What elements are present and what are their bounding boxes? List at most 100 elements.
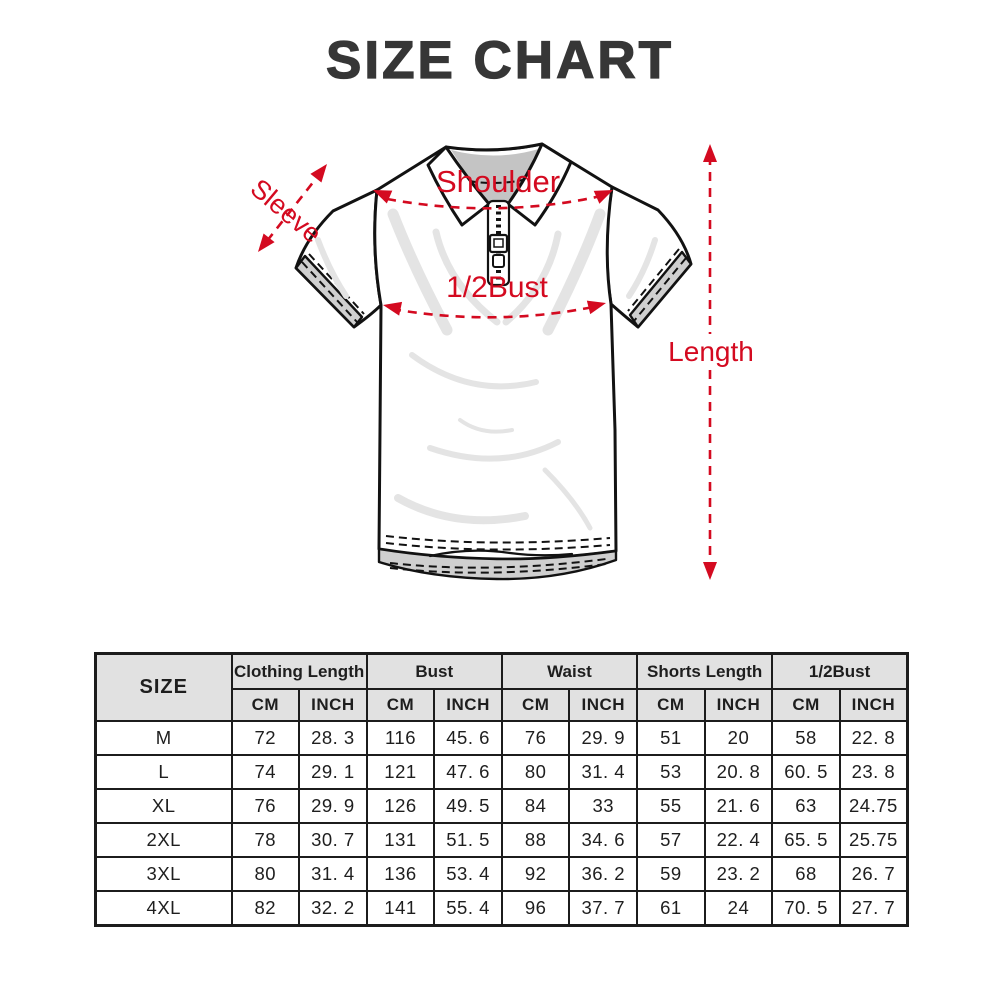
unit-header-inch: INCH [298, 688, 368, 722]
table-cell: 25.75 [838, 822, 909, 858]
sleeve-label: Sleeve [245, 173, 328, 249]
table-cell: 31. 4 [568, 754, 639, 790]
wrinkle [409, 352, 539, 390]
unit-header-inch: INCH [703, 688, 774, 722]
table-cell: 96 [500, 890, 571, 927]
table-cell: 136 [365, 856, 436, 892]
table-cell: 23. 2 [703, 856, 774, 892]
table-cell: 20 [703, 720, 774, 756]
wrinkle [315, 237, 349, 299]
zipper [486, 199, 511, 287]
table-cell: 36. 2 [568, 856, 639, 892]
table-cell: 27. 7 [838, 890, 909, 927]
table-row-l: L 74 29. 1 121 47. 6 80 31. 4 53 20. 8 6… [94, 754, 909, 790]
collar-right-leaf [506, 142, 573, 227]
group-header-waist: Waist [500, 652, 639, 690]
table-cell: 31. 4 [298, 856, 368, 892]
table-row-xl: XL 76 29. 9 126 49. 5 84 33 55 21. 6 63 … [94, 788, 909, 824]
table-cell: 26. 7 [838, 856, 909, 892]
table-cell: 49. 5 [433, 788, 503, 824]
table-cell: 84 [500, 788, 571, 824]
table-cell: 55. 4 [433, 890, 503, 927]
table-cell: 21. 6 [703, 788, 774, 824]
unit-header-inch: INCH [568, 688, 639, 722]
table-cell: 82 [230, 890, 301, 927]
table-cell: 51 [636, 720, 706, 756]
table-row-4xl: 4XL 82 32. 2 141 55. 4 96 37. 7 61 24 70… [94, 890, 909, 927]
table-cell: 29. 9 [568, 720, 639, 756]
table-cell: 37. 7 [568, 890, 639, 927]
table-cell: 76 [500, 720, 571, 756]
right-cuff-stitching [627, 248, 680, 312]
table-cell: 30. 7 [298, 822, 368, 858]
table-group-header-row: SIZE Clothing Length Bust Waist Shorts L… [94, 652, 909, 722]
table-cell: 23. 8 [838, 754, 909, 790]
table-cell: 47. 6 [433, 754, 503, 790]
table-cell: 24 [703, 890, 774, 927]
table-cell: 22. 8 [838, 720, 909, 756]
unit-header-cm: CM [500, 688, 571, 722]
unit-header-cm: CM [230, 688, 301, 722]
table-cell: 92 [500, 856, 571, 892]
table-cell: 74 [230, 754, 301, 790]
unit-header-inch: INCH [838, 688, 909, 722]
table-cell: 33 [568, 788, 639, 824]
size-cell: 2XL [94, 822, 233, 858]
size-cell: 3XL [94, 856, 233, 892]
table-cell: 80 [500, 754, 571, 790]
table-cell: 29. 1 [298, 754, 368, 790]
table-cell: 116 [365, 720, 436, 756]
table-cell: 34. 6 [568, 822, 639, 858]
table-cell: 76 [230, 788, 301, 824]
right-cuff-stitching [633, 257, 687, 322]
unit-header-cm: CM [365, 688, 436, 722]
wrinkle [542, 467, 593, 531]
table-cell: 88 [500, 822, 571, 858]
wrinkle [502, 230, 562, 326]
hem-stitching [385, 535, 611, 544]
size-column-header: SIZE [94, 652, 233, 722]
hem-band-stitching [389, 558, 607, 569]
hem-stitching [385, 542, 611, 551]
wrinkle [542, 208, 606, 336]
table-cell: 65. 5 [771, 822, 841, 858]
wrinkle [458, 418, 514, 434]
unit-header-inch: INCH [433, 688, 503, 722]
zipper-pull [492, 254, 505, 268]
zipper-slider-detail [493, 238, 504, 248]
page-title: SIZE CHART [325, 30, 674, 90]
table-row-3xl: 3XL 80 31. 4 136 53. 4 92 36. 2 59 23. 2… [94, 856, 909, 892]
table-cell: 53 [636, 754, 706, 790]
size-cell: 4XL [94, 890, 233, 927]
unit-header-cm: CM [636, 688, 706, 722]
shirt-illustration [294, 142, 693, 581]
size-chart-table: SIZE Clothing Length Bust Waist Shorts L… [94, 652, 909, 927]
table-cell: 32. 2 [298, 890, 368, 927]
left-cuff-stitching [301, 261, 358, 323]
group-header-clothing-length: Clothing Length [230, 652, 368, 690]
table-cell: 29. 9 [298, 788, 368, 824]
bust-arrow [381, 296, 608, 319]
wrinkle [394, 494, 529, 525]
table-cell: 141 [365, 890, 436, 927]
table-cell: 53. 4 [433, 856, 503, 892]
table-unit-header-row: CM INCH CM INCH CM INCH CM INCH CM INCH [96, 688, 909, 722]
table-cell: 57 [636, 822, 706, 858]
half-bust-label: 1/2Bust [446, 271, 548, 304]
table-cell: 72 [230, 720, 301, 756]
collar-inner [451, 148, 542, 210]
length-arrow [703, 144, 717, 580]
group-header-half-bust: 1/2Bust [771, 652, 909, 690]
sleeve-arrow [252, 159, 333, 257]
table-cell: 80 [230, 856, 301, 892]
table-cell: 45. 6 [433, 720, 503, 756]
size-cell: XL [94, 788, 233, 824]
shirt-diagram: Sleeve Shoulder 1/2Bust Length [245, 142, 754, 581]
table-cell: 22. 4 [703, 822, 774, 858]
group-header-shorts-length: Shorts Length [636, 652, 774, 690]
table-cell: 24.75 [838, 788, 909, 824]
table-cell: 70. 5 [771, 890, 841, 927]
table-cell: 61 [636, 890, 706, 927]
group-header-bust: Bust [365, 652, 503, 690]
hem-band [377, 547, 618, 581]
